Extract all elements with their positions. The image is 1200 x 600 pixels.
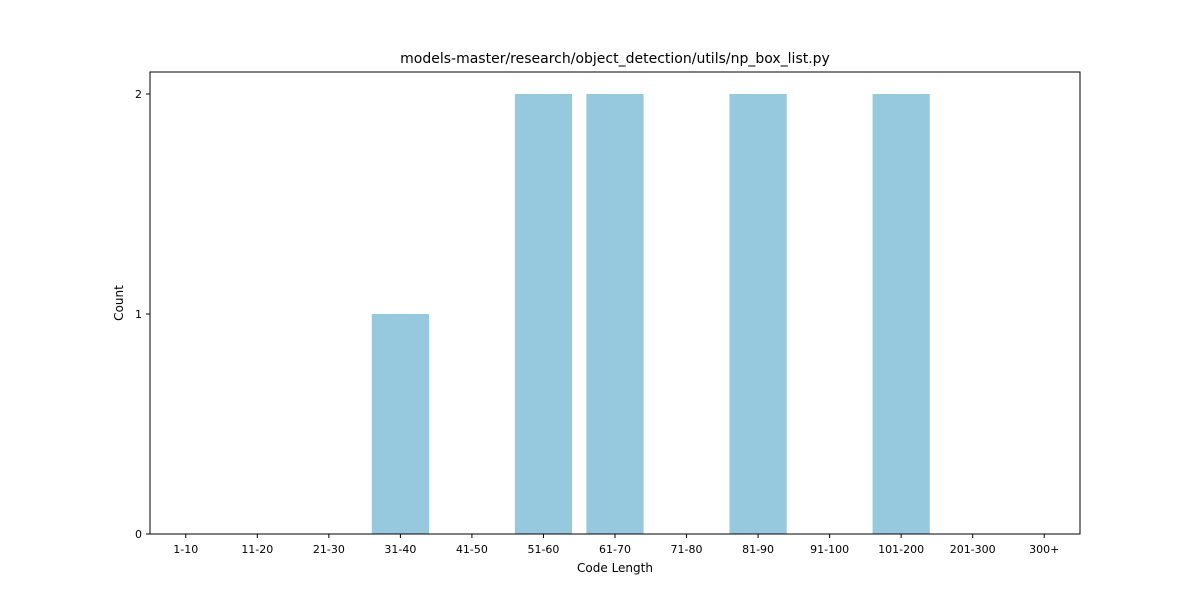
y-tick-label: 1	[135, 308, 142, 321]
x-tick-label: 11-20	[241, 543, 273, 556]
y-axis-label: Count	[112, 285, 126, 321]
bars-group	[371, 94, 930, 534]
x-tick-label: 51-60	[527, 543, 559, 556]
x-axis-label: Code Length	[577, 561, 653, 575]
x-tick-label: 201-300	[950, 543, 996, 556]
x-axis-ticks: 1-10 11-20 21-30 31-40 41-50 51-60 61-70 71-80 8…	[173, 534, 1059, 556]
chart-title: models-master/research/object_detection/…	[400, 51, 830, 67]
x-tick-label: 91-100	[810, 543, 849, 556]
bar-51-60	[514, 94, 573, 534]
bar-81-90	[729, 94, 787, 534]
x-tick-label: 21-30	[313, 543, 345, 556]
x-tick-label: 1-10	[173, 543, 198, 556]
bar-31-40	[371, 314, 429, 534]
x-tick-label: 81-90	[742, 543, 774, 556]
plot-frame	[149, 71, 1081, 535]
bar-61-70	[586, 94, 644, 534]
x-tick-label: 101-200	[878, 543, 924, 556]
x-tick-label: 61-70	[599, 543, 631, 556]
x-tick-label: 41-50	[456, 543, 488, 556]
y-tick-label: 2	[135, 88, 142, 101]
bar-101-200	[872, 94, 930, 534]
x-tick-label: 71-80	[671, 543, 703, 556]
x-tick-label: 300+	[1029, 543, 1059, 556]
x-tick-label: 31-40	[384, 543, 416, 556]
y-tick-label: 0	[135, 528, 142, 541]
y-axis-ticks: 0 1 2	[135, 88, 150, 541]
